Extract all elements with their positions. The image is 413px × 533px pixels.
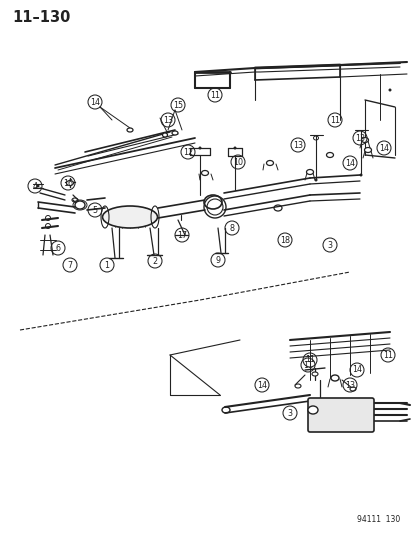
Ellipse shape — [75, 201, 85, 209]
Ellipse shape — [330, 375, 338, 381]
Text: 94111  130: 94111 130 — [356, 515, 399, 524]
Text: 3: 3 — [327, 240, 332, 249]
Text: 14: 14 — [378, 143, 388, 152]
Circle shape — [358, 174, 362, 176]
Text: 9: 9 — [215, 255, 220, 264]
Ellipse shape — [311, 372, 317, 376]
Ellipse shape — [102, 206, 157, 228]
Text: 13: 13 — [292, 141, 302, 149]
Text: 14: 14 — [351, 366, 361, 375]
Text: 11: 11 — [209, 91, 219, 100]
Text: 11: 11 — [302, 360, 312, 369]
Circle shape — [198, 147, 201, 149]
Ellipse shape — [307, 406, 317, 414]
Text: 8: 8 — [229, 223, 234, 232]
Circle shape — [387, 88, 391, 92]
Text: 18: 18 — [279, 236, 289, 245]
FancyBboxPatch shape — [307, 398, 373, 432]
Ellipse shape — [361, 138, 368, 142]
Text: 15: 15 — [173, 101, 183, 109]
Ellipse shape — [201, 171, 208, 175]
Circle shape — [314, 179, 317, 182]
Text: 4: 4 — [33, 182, 38, 190]
Ellipse shape — [162, 133, 167, 137]
Text: 6: 6 — [55, 244, 60, 253]
Text: 10: 10 — [233, 157, 242, 166]
Text: 13: 13 — [344, 381, 354, 390]
Text: 17: 17 — [176, 230, 187, 239]
Text: 11: 11 — [304, 356, 314, 365]
Text: 12: 12 — [183, 148, 192, 157]
Circle shape — [233, 147, 236, 149]
Ellipse shape — [204, 195, 221, 209]
Text: 14: 14 — [256, 381, 266, 390]
Text: 11–130: 11–130 — [12, 10, 70, 25]
Text: 13: 13 — [354, 133, 364, 142]
Ellipse shape — [363, 148, 370, 152]
Text: 3: 3 — [287, 408, 292, 417]
Text: 1: 1 — [104, 261, 109, 270]
Text: 2: 2 — [152, 256, 157, 265]
Ellipse shape — [294, 384, 300, 388]
Ellipse shape — [266, 160, 273, 166]
Text: 5: 5 — [92, 206, 97, 214]
Text: 16: 16 — [63, 179, 73, 188]
Ellipse shape — [127, 128, 133, 132]
Text: 11: 11 — [329, 116, 339, 125]
Text: 7: 7 — [67, 261, 72, 270]
Ellipse shape — [306, 169, 313, 174]
Text: 14: 14 — [344, 158, 354, 167]
Text: 11: 11 — [382, 351, 392, 359]
Text: 14: 14 — [90, 98, 100, 107]
Ellipse shape — [326, 152, 333, 157]
Text: 13: 13 — [163, 116, 173, 125]
Ellipse shape — [171, 131, 178, 135]
Ellipse shape — [349, 387, 355, 391]
Circle shape — [36, 184, 39, 188]
Ellipse shape — [66, 181, 74, 185]
